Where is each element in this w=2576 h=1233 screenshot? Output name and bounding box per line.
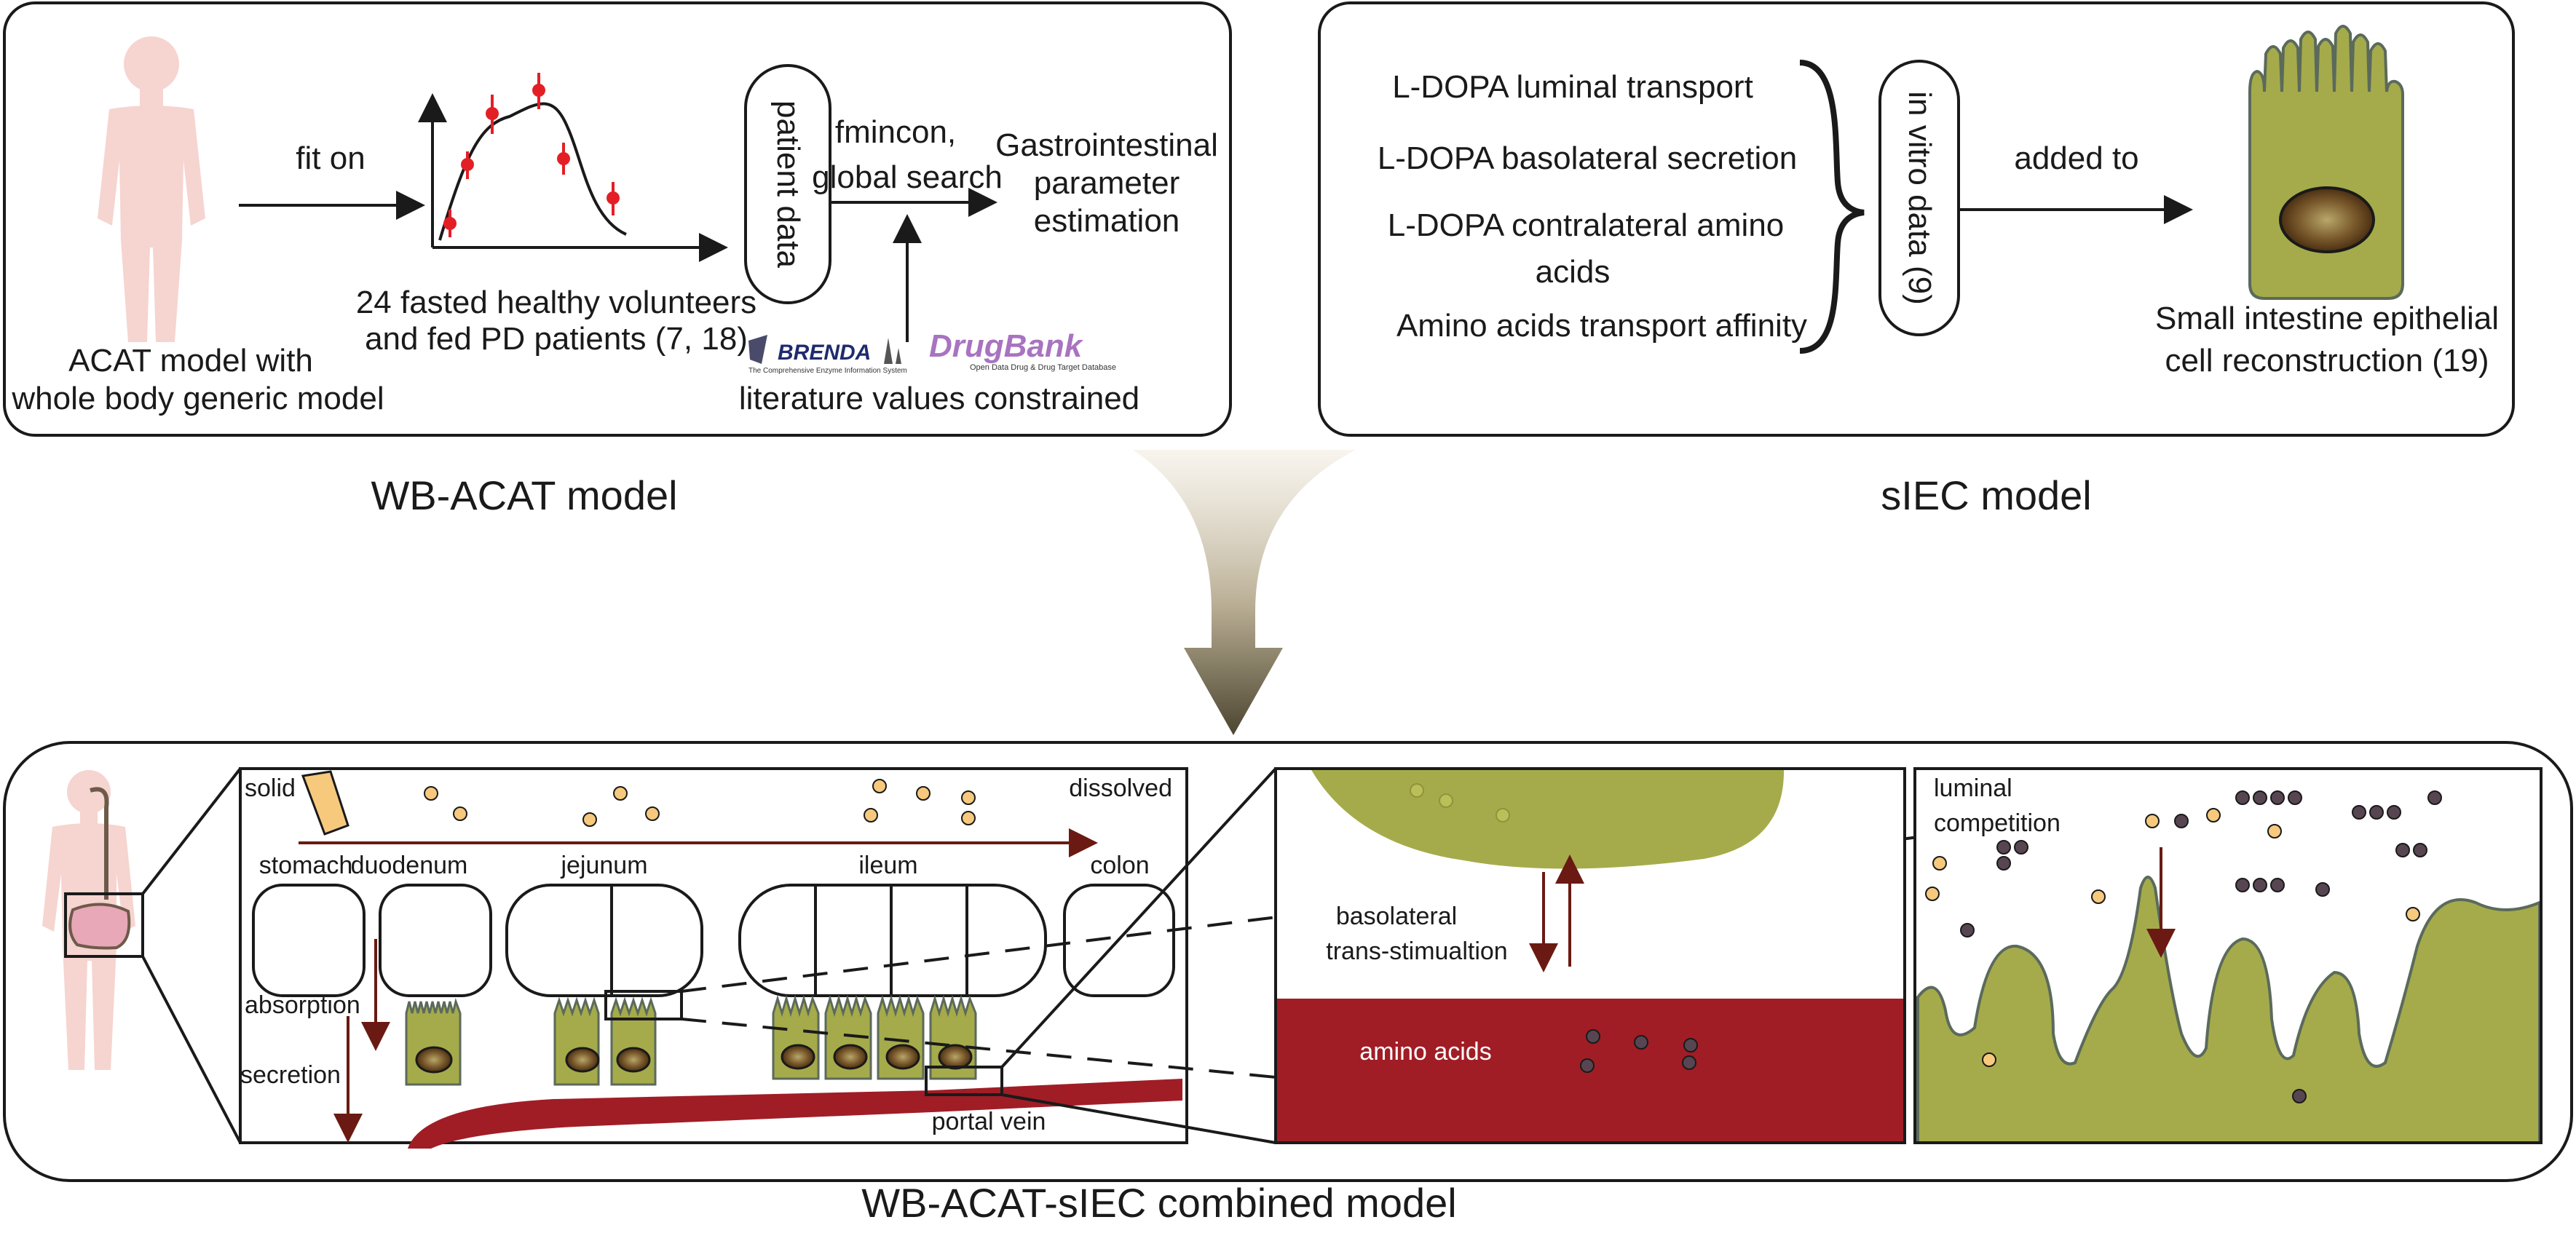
luminal-box-border bbox=[1913, 767, 2543, 1144]
drugbank-wordmark: DrugBank bbox=[929, 328, 1084, 364]
dissolved-label: dissolved bbox=[1069, 774, 1172, 802]
basolateral-line-2: trans-stimualtion bbox=[1326, 937, 1507, 965]
gi-zoom-box bbox=[64, 892, 144, 958]
cell-caption-line-1: Small intestine epithelial bbox=[2155, 301, 2499, 336]
wb-acat-title: WB-ACAT model bbox=[371, 472, 677, 518]
siec-item-3: L-DOPA contralateral amino bbox=[1388, 207, 1785, 243]
intracellular-particles bbox=[1410, 783, 1510, 822]
segment-jejunum: jejunum bbox=[560, 852, 647, 879]
dissolved-particles bbox=[424, 779, 976, 827]
basolateral-box: basolateral trans-stimualtion amino acid… bbox=[1274, 767, 1906, 1144]
amino-acids-label: amino acids bbox=[1359, 1038, 1491, 1066]
zoom-line-2 bbox=[141, 956, 242, 1143]
villi-shape bbox=[1916, 876, 2541, 1144]
human-body-icon bbox=[98, 36, 205, 342]
esophagus-icon bbox=[90, 787, 109, 900]
estimation-line-2: parameter bbox=[1034, 165, 1180, 201]
siec-item-1: L-DOPA luminal transport bbox=[1392, 69, 1753, 105]
curly-brace bbox=[1799, 60, 1865, 354]
luminal-line-2: competition bbox=[1934, 809, 2061, 837]
combined-title: WB-ACAT-sIEC combined model bbox=[861, 1180, 1456, 1226]
literature-label: literature values constrained bbox=[739, 381, 1139, 416]
siec-item-4: Amino acids transport affinity bbox=[1396, 308, 1807, 344]
jejunum-compartment bbox=[505, 884, 703, 997]
portal-vein-zoom-box bbox=[925, 1066, 1003, 1096]
human-gi-icon bbox=[42, 770, 144, 1070]
fit-on-label: fit on bbox=[296, 140, 365, 176]
enterocytes bbox=[405, 994, 977, 1086]
gut-icon bbox=[68, 903, 131, 950]
cell-bottom-shape bbox=[1311, 769, 1785, 869]
estimation-line-1: Gastrointestinal bbox=[995, 127, 1218, 163]
drugbank-tagline: Open Data Drug & Drug Target Database bbox=[970, 363, 1116, 372]
enterocyte-cell bbox=[877, 994, 925, 1080]
merge-funnel-arrow bbox=[1133, 450, 1356, 735]
enterocyte-cell bbox=[772, 994, 820, 1080]
brenda-logo: BRENDA The Comprehensive Enzyme Informat… bbox=[748, 335, 907, 375]
wb-acat-panel-frame bbox=[3, 1, 1232, 437]
secretion-label: secretion bbox=[240, 1061, 341, 1089]
in-vitro-pill bbox=[1878, 60, 1960, 336]
enterocyte-cell bbox=[824, 994, 872, 1080]
basolateral-box-border bbox=[1274, 767, 1906, 1144]
epithelial-cell-body bbox=[2248, 25, 2404, 300]
tablet-icon bbox=[301, 770, 349, 836]
fit-plot bbox=[418, 73, 728, 262]
segment-colon: colon bbox=[1090, 852, 1149, 879]
brenda-wordmark: BRENDA bbox=[778, 341, 871, 365]
zoom-line-6 bbox=[681, 1018, 1276, 1079]
patient-data-label: patient data bbox=[770, 100, 806, 268]
optimizer-line-2: global search bbox=[812, 159, 1003, 195]
brenda-tower-icon bbox=[884, 338, 901, 364]
brenda-tagline: The Comprehensive Enzyme Information Sys… bbox=[748, 367, 907, 375]
volunteers-caption-line-2: and fed PD patients (7, 18) bbox=[365, 321, 748, 357]
segment-stomach: stomach bbox=[259, 852, 353, 879]
plot-data-points bbox=[443, 73, 620, 237]
added-to-label: added to bbox=[2014, 140, 2138, 176]
cell-caption-line-2: cell reconstruction (19) bbox=[2165, 343, 2489, 378]
acat-caption-line-1: ACAT model with bbox=[68, 343, 313, 378]
stomach-compartment bbox=[252, 884, 366, 997]
luminal-box: luminal competition bbox=[1913, 767, 2543, 1144]
siec-panel: L-DOPA luminal transport L-DOPA basolate… bbox=[1318, 1, 2515, 437]
combined-panel: solid dissolved stomach duodenum jejunum… bbox=[3, 741, 2573, 1182]
zoom-line-1 bbox=[141, 767, 242, 895]
patient-data-pill bbox=[744, 64, 831, 304]
plot-fit-curve bbox=[438, 102, 627, 241]
volunteers-caption-line-1: 24 fasted healthy volunteers bbox=[356, 285, 756, 320]
segment-duodenum: duodenum bbox=[351, 852, 468, 879]
siec-title: sIEC model bbox=[1881, 472, 2091, 518]
estimation-line-3: estimation bbox=[1034, 203, 1180, 239]
enterocyte-cell bbox=[610, 996, 657, 1086]
acat-caption-line-2: whole body generic model bbox=[11, 381, 384, 416]
siec-item-2: L-DOPA basolateral secretion bbox=[1378, 140, 1797, 176]
zoom-line-4 bbox=[1001, 1093, 1276, 1144]
siec-item-3b: acids bbox=[1536, 254, 1611, 290]
duodenum-compartment bbox=[379, 884, 492, 997]
nucleus-icon bbox=[2279, 186, 2375, 253]
luminal-amino-particles bbox=[1960, 790, 2442, 1103]
basolateral-line-1: basolateral bbox=[1336, 903, 1457, 930]
absorption-label: absorption bbox=[245, 991, 360, 1019]
enterocyte-cell bbox=[553, 996, 600, 1086]
portal-vein-label: portal vein bbox=[932, 1108, 1046, 1135]
solid-label: solid bbox=[245, 774, 296, 802]
luminal-drug-particles bbox=[1925, 808, 2420, 1067]
enterocyte-cell bbox=[929, 994, 977, 1080]
drugbank-logo: DrugBank Open Data Drug & Drug Target Da… bbox=[929, 328, 1116, 372]
segment-ileum: ileum bbox=[858, 852, 917, 879]
in-vitro-label: in vitro data (9) bbox=[1902, 91, 1937, 304]
brenda-mark-icon bbox=[748, 335, 767, 364]
optimizer-line-1: fmincon, bbox=[835, 114, 956, 150]
jejunum-zoom-box bbox=[604, 990, 683, 1020]
epithelial-cell-icon bbox=[2248, 25, 2404, 300]
amino-acid-particles bbox=[1580, 1029, 1698, 1073]
zoom-line-3 bbox=[1000, 767, 1277, 1069]
enterocyte-cell bbox=[405, 997, 462, 1086]
wb-acat-panel: ACAT model with whole body generic model… bbox=[3, 1, 1232, 437]
luminal-line-1: luminal bbox=[1934, 774, 2012, 802]
